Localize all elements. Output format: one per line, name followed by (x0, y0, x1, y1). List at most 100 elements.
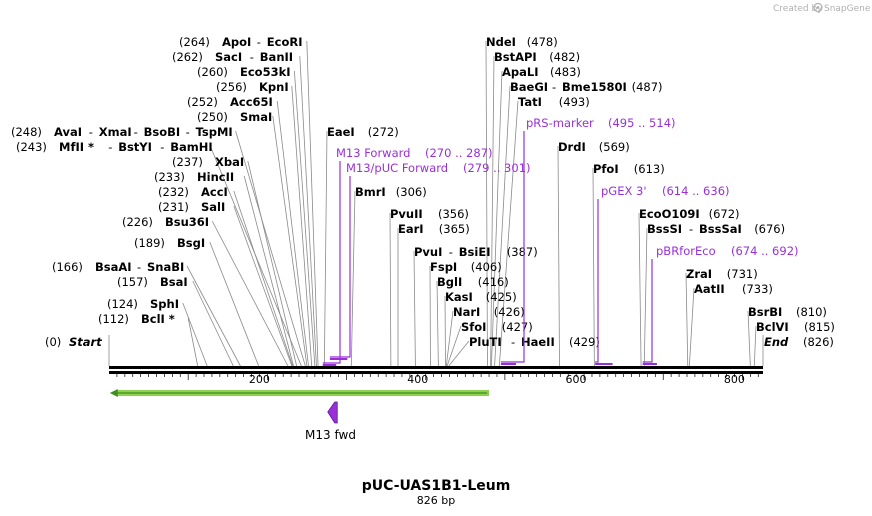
site-position: (256) (216, 80, 247, 94)
site-leader-line (192, 280, 234, 367)
restriction-site[interactable]: (112) BclI * (98, 312, 175, 326)
enzyme-name: HincII (197, 170, 234, 184)
restriction-site[interactable]: EarI (365) (398, 222, 470, 236)
restriction-site[interactable]: BstAPI (482) (494, 50, 580, 64)
feature-arrow-icon (327, 401, 338, 424)
restriction-site[interactable]: ApaLI (483) (502, 65, 581, 79)
enzyme-name: BsgI (177, 236, 205, 250)
enzyme-name: BsaAI (95, 260, 132, 274)
restriction-site[interactable]: BsrBI (810) (748, 305, 827, 319)
site-leader-line (389, 212, 392, 367)
restriction-site[interactable]: (243) MfII * - BstYI - BamHI (16, 140, 213, 154)
restriction-site[interactable]: (166) BsaAI - SnaBI (52, 260, 184, 274)
snapgene-brand: Created by SnapGene (773, 2, 871, 14)
restriction-site[interactable]: (264) ApoI - EcoRI (179, 35, 303, 49)
restriction-site[interactable]: EcoO109I (672) (639, 207, 740, 221)
site-leader-line (209, 241, 260, 367)
restriction-site[interactable]: EaeI (272) (327, 125, 399, 139)
enzyme-name: NarI (453, 305, 480, 319)
site-position: (260) (197, 65, 228, 79)
restriction-site[interactable]: (231) SalI (158, 200, 225, 214)
restriction-site[interactable]: (226) Bsu36I (122, 215, 209, 229)
ruler-tick-label: 600 (566, 373, 587, 386)
site-position: (157) (117, 275, 148, 289)
site-leader-line (638, 212, 642, 367)
end-marker: End (826) (764, 335, 834, 349)
site-leader-line (685, 272, 689, 367)
restriction-site[interactable]: BssSI - BssSaI (676) (647, 222, 785, 236)
primer-annotation[interactable]: M13/pUC Forward (279 .. 301) (329, 161, 531, 360)
enzyme-name: BssSaI (699, 222, 742, 236)
site-position: (243) (16, 140, 47, 154)
restriction-site[interactable]: BaeGI - Bme1580I (487) (510, 80, 663, 94)
restriction-site[interactable]: KasI (425) (445, 290, 517, 304)
primer-annotation[interactable]: pGEX 3' (614 .. 636) (595, 184, 730, 365)
site-leader-line (413, 250, 416, 367)
restriction-site[interactable]: (256) KpnI (216, 80, 289, 94)
restriction-site[interactable]: PvuI - BsiEI (387) (414, 245, 538, 259)
restriction-site[interactable]: (124) SphI (107, 297, 179, 311)
start-label: Start (69, 335, 102, 349)
restriction-site[interactable]: NarI (426) (453, 305, 525, 319)
primer-name: pBRforEco (656, 244, 716, 258)
primer-leader-line (500, 131, 525, 363)
site-leader-line (276, 100, 309, 367)
restriction-site[interactable]: (157) BsaI (117, 275, 188, 289)
restriction-site[interactable]: AatII (733) (694, 282, 773, 296)
restriction-site[interactable]: PfoI (613) (593, 162, 665, 176)
enzyme-name: HaeII (521, 335, 555, 349)
primer-annotation[interactable]: pRS-marker (495 .. 514) (500, 116, 676, 365)
restriction-site[interactable]: TatI (493) (518, 95, 590, 109)
restriction-site[interactable]: (237) XbaI (172, 155, 244, 169)
site-position: (426) (494, 305, 525, 319)
site-separator: - (552, 80, 556, 94)
site-leader-line (272, 115, 308, 367)
site-leader-line (182, 302, 208, 367)
restriction-site[interactable]: BglI (416) (437, 275, 509, 289)
ruler-tick-label: 800 (724, 373, 745, 386)
restriction-site[interactable]: PvuII (356) (390, 207, 469, 221)
site-position: (166) (52, 260, 83, 274)
restriction-site[interactable]: (250) SmaI (197, 110, 272, 124)
feature-m13-fwd[interactable]: M13 fwd (305, 401, 356, 442)
restriction-site[interactable]: BclVI (815) (756, 320, 835, 334)
enzyme-name: BstYI (118, 140, 152, 154)
site-position: (406) (471, 260, 502, 274)
restriction-site[interactable]: (252) Acc65I (187, 95, 273, 109)
enzyme-name: ApoI (222, 35, 251, 49)
primer-annotation[interactable]: M13 Forward (270 .. 287) (322, 146, 493, 366)
primer-annotation[interactable]: pBRforEco (674 .. 692) (642, 244, 799, 365)
enzyme-name: AccI (201, 185, 228, 199)
restriction-site[interactable]: PluTI - HaeII (429) (469, 335, 600, 349)
enzyme-name: BsiEI (459, 245, 491, 259)
primer-leader-line (322, 161, 341, 364)
site-leader-line (350, 190, 356, 367)
enzyme-name: KasI (445, 290, 473, 304)
ruler-tick-label-group: 400 (407, 373, 428, 386)
enzyme-name: BsrBI (748, 305, 782, 319)
restriction-site[interactable]: BmrI (306) (355, 185, 427, 199)
restriction-site[interactable]: (189) BsgI (134, 236, 205, 250)
primer-name: M13 Forward (336, 146, 410, 160)
restriction-site[interactable]: (232) AccI (158, 185, 228, 199)
site-leader-line (445, 310, 454, 367)
site-separator: - (137, 260, 141, 274)
site-position: (672) (709, 207, 740, 221)
enzyme-name: TatI (518, 95, 542, 109)
restriction-site[interactable]: ZraI (731) (686, 267, 758, 281)
site-separator: - (134, 125, 138, 139)
restriction-site[interactable]: SfoI (427) (461, 320, 533, 334)
restriction-site[interactable]: (260) Eco53kI (197, 65, 291, 79)
snapgene-logo-icon (813, 2, 823, 13)
enzyme-name: XmaI (99, 125, 132, 139)
site-position: (733) (742, 282, 773, 296)
restriction-site[interactable]: (233) HincII (154, 170, 234, 184)
primer-leader-line (329, 176, 351, 358)
site-position: (676) (754, 222, 785, 236)
restriction-site[interactable]: (248) AvaI - XmaI - BsoBI - TspMI (11, 125, 233, 139)
restriction-site[interactable]: (262) SacI - BanII (172, 50, 293, 64)
site-leader-line (643, 227, 648, 367)
restriction-site[interactable]: NdeI (478) (486, 35, 558, 49)
restriction-site[interactable]: DrdI (569) (558, 140, 630, 154)
restriction-site[interactable]: FspI (406) (430, 260, 502, 274)
